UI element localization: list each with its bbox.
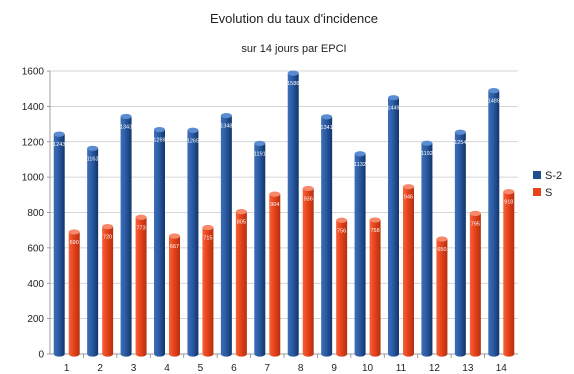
x-tick-label: 9	[331, 363, 337, 374]
bar-s	[469, 210, 481, 357]
chart-title: Evolution du taux d'incidence	[210, 11, 378, 26]
data-label: 1489	[488, 99, 500, 105]
x-tick-label: 10	[362, 363, 374, 374]
data-label: 1343	[120, 124, 132, 130]
bar-s	[336, 217, 348, 357]
y-tick-label: 200	[27, 314, 44, 325]
data-label: 946	[404, 195, 413, 201]
bar-s2	[120, 113, 132, 357]
bar-s	[403, 184, 414, 357]
x-tick-label: 13	[462, 363, 474, 374]
x-tick-label: 14	[496, 363, 508, 374]
legend-label: S-2	[545, 170, 562, 182]
x-tick-label: 11	[396, 363, 407, 374]
bar-s	[436, 236, 448, 357]
bar-s2	[187, 127, 199, 357]
data-label: 1588	[287, 81, 299, 87]
x-tick-label: 3	[131, 363, 137, 374]
y-tick-label: 800	[27, 208, 44, 219]
data-label: 650	[437, 247, 446, 253]
legend-swatch	[533, 188, 541, 196]
bar-s	[169, 233, 180, 357]
legend: S-2 S	[533, 170, 562, 199]
bar-s	[269, 191, 281, 357]
bar-s	[369, 217, 381, 357]
data-label: 1243	[53, 142, 65, 148]
bar-s2	[388, 95, 399, 357]
bar-s	[102, 224, 114, 357]
y-tick-label: 1400	[22, 102, 45, 113]
bar-s2	[321, 114, 333, 357]
x-tick-label: 6	[231, 363, 237, 374]
chart-subtitle: sur 14 jours par EPCI	[241, 43, 346, 55]
legend-label: S	[545, 187, 552, 199]
y-tick-label: 1000	[22, 173, 45, 184]
data-label: 1449	[387, 106, 399, 112]
bar-s2	[287, 70, 299, 357]
x-tick-label: 2	[97, 363, 103, 374]
bar-s	[68, 229, 80, 357]
gridlines	[50, 70, 518, 355]
data-label: 715	[203, 236, 212, 242]
x-tick-label: 12	[429, 363, 441, 374]
bar-s2	[354, 151, 366, 357]
data-label: 1348	[220, 124, 232, 130]
data-label: 758	[370, 228, 379, 234]
bar-s	[202, 224, 214, 357]
bar-s2	[488, 88, 500, 357]
data-label: 1269	[153, 138, 165, 144]
x-tick-label: 1	[64, 363, 70, 374]
data-label: 1254	[454, 140, 466, 146]
bar-s	[302, 185, 314, 357]
x-tick-label: 8	[298, 363, 304, 374]
bar-s2	[454, 129, 466, 357]
data-label: 918	[504, 200, 513, 206]
data-label: 1341	[321, 125, 333, 131]
data-label: 904	[270, 202, 279, 208]
data-label: 1163	[87, 156, 99, 162]
data-label: 805	[237, 220, 246, 226]
x-tick-label: 4	[164, 363, 170, 374]
y-tick-label: 0	[38, 350, 44, 361]
bar-s2	[220, 112, 232, 357]
data-label: 1132	[354, 162, 366, 168]
data-label: 1192	[421, 151, 433, 157]
bar-s2	[254, 140, 266, 357]
legend-swatch	[533, 171, 541, 179]
data-label: 690	[70, 240, 79, 246]
bar-s2	[421, 140, 433, 357]
bar-s	[135, 214, 147, 357]
bar-s2	[53, 131, 65, 357]
x-tick-label: 7	[265, 363, 271, 374]
data-label: 1191	[254, 151, 266, 157]
bar-s2	[87, 145, 99, 357]
bar-s	[235, 209, 247, 357]
data-label: 720	[103, 235, 112, 241]
y-tick-label: 1600	[22, 67, 45, 78]
y-tick-label: 1200	[22, 137, 45, 148]
bar-s2	[154, 126, 165, 357]
bars: 1243 1163 1343 1269 1265 1348 1191 1588 1341 1132…	[53, 70, 515, 357]
data-label: 773	[136, 225, 145, 231]
data-label: 936	[304, 196, 313, 202]
y-tick-label: 600	[27, 243, 44, 254]
data-label: 795	[471, 221, 480, 227]
x-tick-label: 5	[198, 363, 204, 374]
bar-s	[503, 189, 515, 357]
y-tick-label: 400	[27, 279, 44, 290]
data-label: 667	[170, 244, 179, 250]
data-label: 756	[337, 228, 346, 234]
data-label: 1265	[187, 138, 199, 144]
